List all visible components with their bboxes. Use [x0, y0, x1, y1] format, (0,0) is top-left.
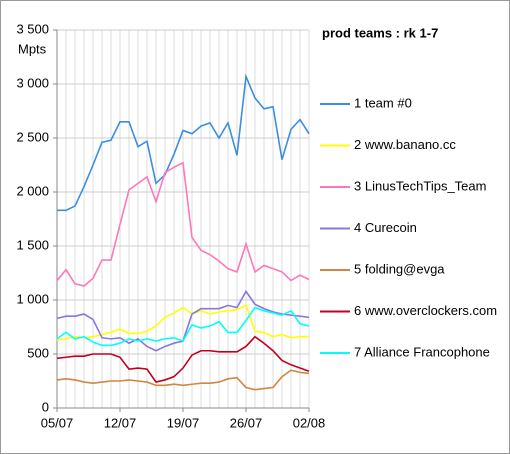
y-tick-label: 2 500 — [16, 129, 49, 144]
x-tick-label: 19/07 — [167, 415, 200, 430]
y-tick-label: 1 500 — [16, 237, 49, 252]
series-line — [56, 306, 310, 347]
series-line — [56, 161, 310, 287]
y-axis-label: Mpts — [18, 41, 47, 56]
y-tick-label: 500 — [27, 345, 49, 360]
y-tick-label: 3 000 — [16, 75, 49, 90]
series-line — [56, 369, 310, 391]
x-tick-label: 12/07 — [104, 415, 137, 430]
series-line — [56, 304, 309, 341]
legend-label: 1 team #0 — [354, 95, 412, 110]
y-tick-label: 1 000 — [16, 291, 49, 306]
x-tick-label: 26/07 — [230, 415, 263, 430]
legend-label: 7 Alliance Francophone — [354, 344, 490, 359]
legend-label: 6 www.overclockers.com — [354, 303, 497, 318]
legend-label: 4 Curecoin — [354, 220, 417, 235]
legend-label: 3 LinusTechTips_Team — [354, 178, 486, 193]
series-line — [56, 335, 310, 383]
chart-title: prod teams : rk 1-7 — [322, 25, 438, 40]
series-line — [57, 73, 310, 212]
x-tick-label: 02/08 — [293, 415, 326, 430]
y-tick-label: 3 500 — [16, 21, 49, 36]
legend-label: 2 www.banano.cc — [354, 137, 456, 152]
x-tick-label: 05/07 — [41, 415, 74, 430]
y-tick-label: 2 000 — [16, 183, 49, 198]
legend-label: 5 folding@evga — [354, 261, 445, 276]
y-tick-label: 0 — [42, 399, 49, 414]
